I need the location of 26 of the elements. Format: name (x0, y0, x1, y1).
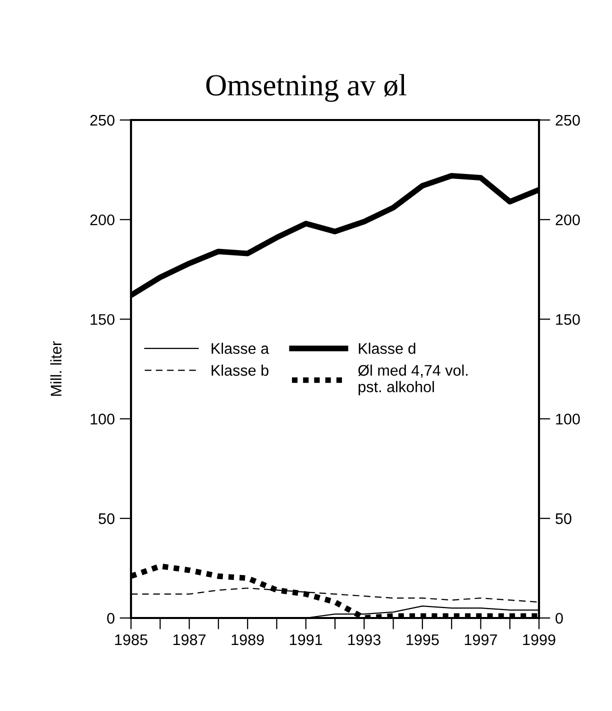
x-tick-label: 1989 (232, 634, 264, 646)
y2-tick-label: 0 (556, 612, 563, 624)
y2-tick-label: 50 (556, 513, 572, 524)
y-axis-title: Mill. liter (50, 341, 62, 396)
y-tick-label: 150 (90, 314, 114, 325)
y-tick-label: 250 (90, 114, 114, 126)
y-tick-label: 0 (107, 612, 114, 624)
y2-tick-label: 200 (556, 214, 580, 226)
legend-label: Klasse b (212, 364, 268, 376)
y-tick-label: 100 (90, 414, 114, 424)
x-tick-label: 1997 (464, 634, 497, 646)
chart-title: Omsetning av øl (206, 74, 406, 102)
legend-label: Klasse d (358, 342, 416, 354)
y2-tick-label: 150 (556, 314, 580, 325)
x-tick-label: 1985 (115, 634, 148, 646)
y2-tick-label: 250 (556, 114, 580, 126)
y-tick-label: 50 (98, 513, 114, 524)
legend-label: Øl med 4,74 vol. pst. alkohol (358, 364, 468, 396)
x-tick-label: 1991 (290, 634, 322, 646)
y-tick-label: 200 (90, 214, 114, 226)
y2-tick-label: 100 (556, 414, 580, 424)
x-tick-label: 1987 (173, 634, 206, 646)
x-tick-label: 1999 (523, 634, 556, 646)
legend-label: Klasse a (212, 342, 270, 354)
x-tick-label: 1995 (406, 634, 439, 646)
x-tick-label: 1993 (348, 634, 380, 646)
